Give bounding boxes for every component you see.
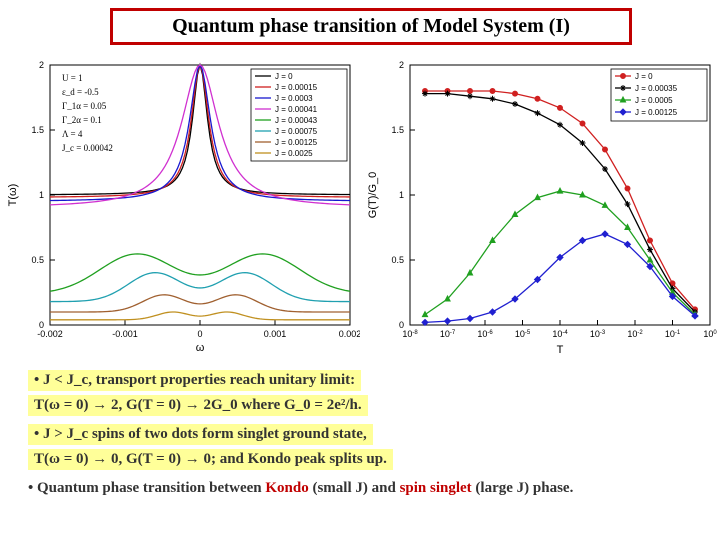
bullet-3: • Quantum phase transition between Kondo…	[28, 480, 708, 497]
svg-text:T(ω): T(ω)	[7, 184, 19, 207]
left-chart: -0.002 -0.001 0 0.001 0.002 0 0.5 1 1.5 2 ω T(ω) U =…	[0, 55, 360, 355]
svg-text:T: T	[557, 344, 564, 355]
svg-text:0.002: 0.002	[339, 329, 360, 339]
svg-text:J = 0.00075: J = 0.00075	[275, 127, 318, 136]
svg-text:J = 0.0005: J = 0.0005	[635, 96, 673, 105]
svg-text:1.5: 1.5	[31, 125, 44, 135]
svg-text:J = 0.00041: J = 0.00041	[275, 105, 318, 114]
svg-text:J = 0: J = 0	[275, 72, 293, 81]
bullet-1b: T(ω = 0) → 2, G(T = 0) → 2G_0 where G_0 …	[28, 395, 368, 416]
svg-text:10-6: 10-6	[477, 329, 493, 339]
svg-text:10-1: 10-1	[665, 329, 681, 339]
svg-text:0.5: 0.5	[391, 255, 404, 265]
svg-text:1: 1	[39, 190, 44, 200]
svg-text:J = 0.00125: J = 0.00125	[275, 138, 318, 147]
svg-text:10-8: 10-8	[402, 329, 418, 339]
svg-text:0: 0	[39, 320, 44, 330]
spin-word: spin singlet	[400, 480, 472, 496]
svg-text:J = 0: J = 0	[635, 72, 653, 81]
title-box: Quantum phase transition of Model System…	[110, 8, 632, 45]
svg-text:2: 2	[39, 60, 44, 70]
svg-text:J = 0.0003: J = 0.0003	[275, 94, 313, 103]
svg-text:1: 1	[399, 190, 404, 200]
svg-text:10-5: 10-5	[515, 329, 531, 339]
svg-text:U = 1: U = 1	[62, 73, 83, 83]
svg-text:Γ_2α = 0.1: Γ_2α = 0.1	[62, 115, 102, 125]
svg-text:100: 100	[703, 329, 717, 339]
svg-text:0.001: 0.001	[264, 329, 287, 339]
svg-text:J_c = 0.00042: J_c = 0.00042	[62, 143, 113, 153]
bullet-1a: • J < J_c, transport properties reach un…	[28, 370, 361, 391]
svg-text:Λ = 4: Λ = 4	[62, 129, 83, 139]
svg-text:Γ_1α = 0.05: Γ_1α = 0.05	[62, 101, 107, 111]
svg-text:10-4: 10-4	[552, 329, 568, 339]
svg-text:0: 0	[197, 329, 202, 339]
charts-row: -0.002 -0.001 0 0.001 0.002 0 0.5 1 1.5 2 ω T(ω) U =…	[0, 55, 720, 355]
bullet-2a: • J > J_c spins of two dots form singlet…	[28, 424, 373, 445]
svg-text:1.5: 1.5	[391, 125, 404, 135]
b3-mid: (small J) and	[309, 480, 400, 496]
b3-post: (large J) phase.	[472, 480, 574, 496]
svg-text:0.5: 0.5	[31, 255, 44, 265]
svg-text:G(T)/G_0: G(T)/G_0	[367, 172, 379, 218]
bullet-2b: T(ω = 0) → 0, G(T = 0) → 0; and Kondo pe…	[28, 449, 393, 470]
svg-text:10-3: 10-3	[590, 329, 606, 339]
kondo-word: Kondo	[265, 480, 308, 496]
svg-text:J = 0.00015: J = 0.00015	[275, 83, 318, 92]
svg-text:10-2: 10-2	[627, 329, 643, 339]
svg-text:ω: ω	[196, 342, 205, 354]
b3-pre: • Quantum phase transition between	[28, 480, 265, 496]
page-title: Quantum phase transition of Model System…	[172, 15, 570, 37]
svg-text:J = 0.00125: J = 0.00125	[635, 108, 678, 117]
right-chart: 10-8 10-7 10-6 10-5 10-4 10-3 10-2 10-1 100 0 0.5 1…	[360, 55, 720, 355]
svg-text:ε_d = -0.5: ε_d = -0.5	[62, 87, 99, 97]
svg-text:J = 0.00043: J = 0.00043	[275, 116, 318, 125]
svg-text:2: 2	[399, 60, 404, 70]
svg-text:0: 0	[399, 320, 404, 330]
svg-text:-0.001: -0.001	[112, 329, 138, 339]
bullets: • J < J_c, transport properties reach un…	[28, 370, 708, 497]
svg-text:J = 0.0025: J = 0.0025	[275, 149, 313, 158]
svg-text:-0.002: -0.002	[37, 329, 63, 339]
svg-text:10-7: 10-7	[440, 329, 456, 339]
svg-text:J = 0.00035: J = 0.00035	[635, 84, 678, 93]
